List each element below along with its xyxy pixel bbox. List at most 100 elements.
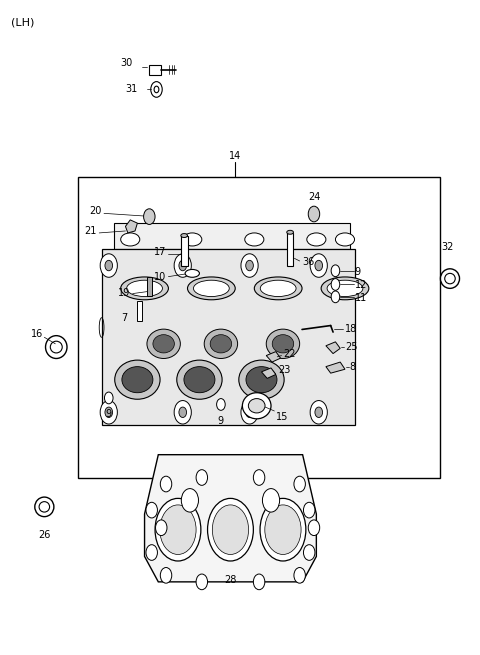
Ellipse shape [177, 360, 222, 400]
Circle shape [216, 399, 225, 410]
Ellipse shape [188, 277, 235, 300]
Circle shape [241, 401, 258, 424]
Polygon shape [266, 352, 281, 362]
Circle shape [144, 209, 155, 225]
Ellipse shape [239, 360, 284, 400]
Text: 32: 32 [442, 242, 454, 252]
Bar [149, 65, 161, 75]
Text: 12: 12 [355, 280, 367, 290]
Circle shape [315, 260, 323, 271]
Text: 9: 9 [106, 409, 112, 419]
Circle shape [253, 574, 265, 590]
Ellipse shape [204, 329, 238, 358]
Circle shape [263, 489, 280, 512]
Circle shape [146, 545, 157, 560]
Text: 23: 23 [278, 365, 290, 375]
Polygon shape [262, 368, 276, 379]
Circle shape [212, 505, 249, 555]
Polygon shape [114, 223, 350, 250]
Circle shape [246, 407, 253, 417]
Text: 9: 9 [355, 267, 360, 277]
Ellipse shape [445, 273, 455, 284]
Circle shape [179, 407, 187, 417]
Ellipse shape [39, 502, 49, 512]
Circle shape [155, 498, 201, 561]
Text: 9: 9 [218, 415, 224, 426]
Ellipse shape [248, 399, 265, 413]
Text: 22: 22 [283, 348, 296, 358]
Circle shape [331, 291, 340, 303]
Ellipse shape [35, 497, 54, 517]
Circle shape [308, 520, 320, 536]
Text: 31: 31 [125, 84, 137, 94]
Text: 8: 8 [350, 362, 356, 371]
Text: 28: 28 [224, 575, 237, 586]
Text: 25: 25 [345, 342, 358, 352]
Text: 17: 17 [154, 248, 166, 257]
Ellipse shape [122, 367, 153, 393]
Polygon shape [102, 250, 355, 425]
Bar [147, 276, 152, 296]
Ellipse shape [153, 335, 174, 353]
Circle shape [100, 401, 117, 424]
Ellipse shape [246, 367, 277, 393]
Polygon shape [125, 220, 137, 233]
Circle shape [315, 407, 323, 417]
Bar [78, 178, 441, 477]
Text: 10: 10 [154, 272, 166, 282]
Circle shape [146, 502, 157, 518]
Ellipse shape [120, 233, 140, 246]
Circle shape [303, 545, 315, 560]
Circle shape [105, 392, 113, 404]
Text: 24: 24 [308, 192, 320, 202]
Circle shape [308, 206, 320, 222]
Ellipse shape [287, 231, 293, 234]
Ellipse shape [260, 280, 296, 297]
Polygon shape [144, 455, 316, 582]
Text: (LH): (LH) [11, 18, 34, 28]
Circle shape [331, 265, 340, 276]
Ellipse shape [327, 280, 363, 297]
Polygon shape [326, 342, 340, 354]
Circle shape [160, 567, 172, 583]
Circle shape [241, 253, 258, 277]
Ellipse shape [245, 233, 264, 246]
Bar [181, 236, 188, 265]
Ellipse shape [185, 269, 199, 277]
Text: 20: 20 [89, 206, 102, 216]
Circle shape [105, 260, 113, 271]
Circle shape [331, 278, 340, 290]
Circle shape [260, 498, 306, 561]
Ellipse shape [115, 360, 160, 400]
Ellipse shape [183, 233, 202, 246]
Text: 21: 21 [84, 226, 97, 236]
Text: 36: 36 [302, 257, 314, 267]
Text: 18: 18 [345, 324, 357, 334]
Ellipse shape [266, 329, 300, 358]
Text: 11: 11 [355, 293, 367, 303]
Ellipse shape [120, 277, 168, 300]
Circle shape [100, 253, 117, 277]
Circle shape [160, 476, 172, 492]
Circle shape [265, 505, 301, 555]
Ellipse shape [242, 393, 271, 419]
Ellipse shape [441, 269, 459, 288]
Text: 14: 14 [229, 151, 241, 161]
Circle shape [196, 574, 207, 590]
Ellipse shape [50, 341, 62, 353]
Text: 16: 16 [31, 329, 43, 339]
Circle shape [156, 520, 167, 536]
Circle shape [196, 470, 207, 485]
Circle shape [310, 401, 327, 424]
Ellipse shape [193, 280, 229, 297]
Ellipse shape [147, 329, 180, 358]
Text: 26: 26 [38, 530, 50, 540]
Circle shape [303, 502, 315, 518]
Circle shape [310, 253, 327, 277]
Ellipse shape [307, 233, 326, 246]
Ellipse shape [181, 234, 188, 238]
Circle shape [253, 470, 265, 485]
Circle shape [174, 253, 192, 277]
Bar [287, 233, 293, 265]
Text: 15: 15 [276, 412, 288, 422]
